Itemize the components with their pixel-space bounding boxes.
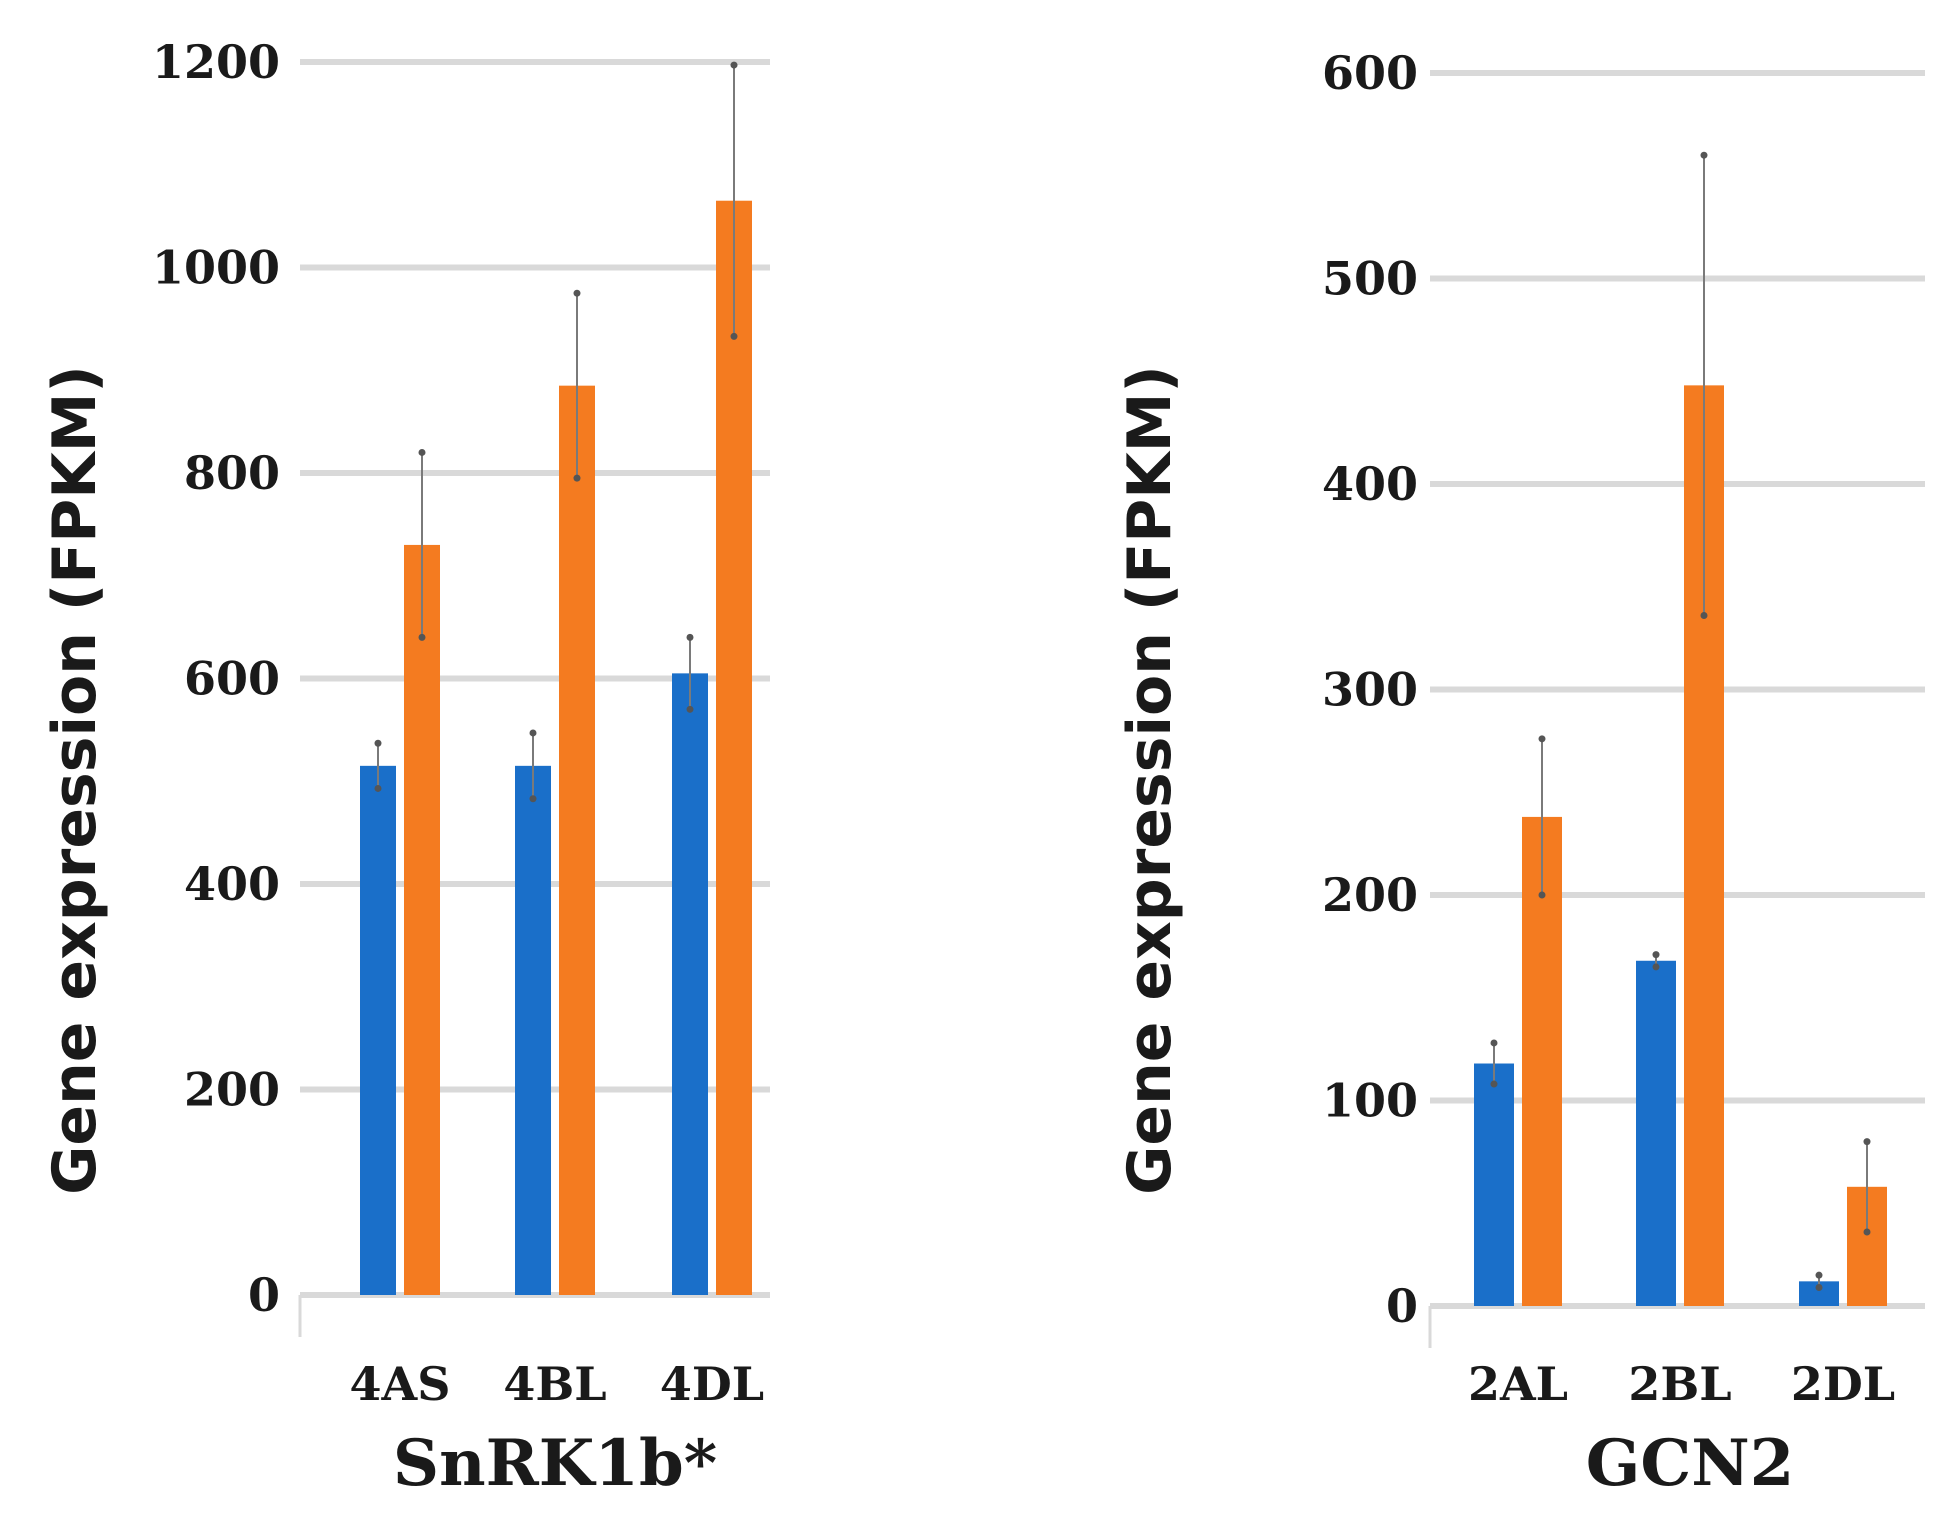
chart-snrk1b-errorbar-cap-4DL-blue-0	[686, 633, 694, 641]
chart-snrk1b-errorbar-cap-4DL-blue-1	[686, 705, 694, 713]
chart-snrk1b-errorbar-cap-4DL-orange-1	[730, 332, 738, 340]
chart-snrk1b-bar-4BL-blue	[515, 765, 551, 1295]
chart-gcn2-y-ticks: 0 100 200 300 400 500 600	[1322, 46, 1418, 1333]
chart-gcn2-y-tick-label: 300	[1322, 663, 1418, 717]
chart-snrk1b-error-bars	[374, 61, 738, 803]
chart-gcn2-category-label: 2BL	[1628, 1357, 1731, 1411]
chart-gcn2-y-tick-label: 600	[1322, 46, 1418, 100]
chart-snrk1b-errorbar-cap-4AS-blue-0	[374, 739, 382, 747]
chart-gcn2-errorbar-cap-2AL-orange-0	[1538, 735, 1546, 743]
chart-snrk1b-y-tick-label: 800	[184, 446, 280, 500]
chart-snrk1b-y-tick-label: 600	[184, 652, 280, 706]
chart-gcn2-y-axis-label: Gene expression (FPKM)	[1115, 365, 1185, 1195]
chart-snrk1b-bar-4AS-orange	[404, 544, 440, 1295]
chart-snrk1b-bar-4BL-orange	[559, 385, 595, 1296]
chart-snrk1b-y-tick-label: 1200	[152, 35, 280, 89]
chart-snrk1b-y-tick-label: 400	[184, 857, 280, 911]
chart-gcn2-category-label: 2DL	[1791, 1357, 1895, 1411]
chart-gcn2-bars	[1474, 385, 1887, 1306]
chart-gcn2-y-tick-label: 400	[1322, 457, 1418, 511]
chart-snrk1b: 0 200 400 600 800 1000 1200 4AS 4BL 4DL Gene exp…	[40, 35, 770, 1501]
chart-gcn2-errorbar-cap-2BL-orange-0	[1700, 151, 1708, 159]
chart-gcn2-errorbar-cap-2DL-orange-0	[1863, 1138, 1871, 1146]
chart-snrk1b-category-label: 4DL	[660, 1357, 764, 1411]
chart-gcn2-errorbar-cap-2DL-blue-0	[1815, 1271, 1823, 1279]
chart-snrk1b-errorbar-cap-4BL-orange-1	[573, 474, 581, 482]
chart-snrk1b-y-axis-label: Gene expression (FPKM)	[40, 365, 110, 1195]
chart-snrk1b-y-ticks: 0 200 400 600 800 1000 1200	[152, 35, 280, 1322]
chart-gcn2-x-labels: 2AL 2BL 2DL	[1468, 1357, 1895, 1411]
chart-gcn2-errorbar-cap-2AL-blue-0	[1490, 1039, 1498, 1047]
chart-snrk1b-errorbar-cap-4DL-orange-0	[730, 61, 738, 69]
chart-gcn2: 0 100 200 300 400 500 600 2AL 2BL 2DL Gene expre…	[1115, 46, 1925, 1501]
chart-snrk1b-errorbar-cap-4AS-orange-0	[418, 448, 426, 456]
chart-gcn2-bar-2AL-blue	[1474, 1063, 1514, 1306]
chart-gcn2-category-label: 2AL	[1468, 1357, 1568, 1411]
chart-gcn2-errorbar-cap-2AL-orange-1	[1538, 891, 1546, 899]
chart-snrk1b-errorbar-cap-4BL-orange-0	[573, 289, 581, 297]
chart-snrk1b-category-label: 4AS	[350, 1357, 451, 1411]
chart-snrk1b-errorbar-cap-4BL-blue-0	[529, 729, 537, 737]
chart-snrk1b-bar-4DL-orange	[716, 200, 752, 1295]
chart-snrk1b-y-tick-label: 0	[248, 1268, 280, 1322]
chart-gcn2-errorbar-cap-2AL-blue-1	[1490, 1080, 1498, 1088]
chart-gcn2-errorbar-cap-2DL-blue-1	[1815, 1284, 1823, 1292]
chart-gcn2-errorbar-cap-2DL-orange-1	[1863, 1228, 1871, 1236]
chart-snrk1b-bar-4AS-blue	[360, 765, 396, 1295]
chart-gcn2-y-tick-label: 500	[1322, 252, 1418, 306]
chart-gcn2-error-bars	[1490, 151, 1871, 1292]
chart-snrk1b-x-labels: 4AS 4BL 4DL	[350, 1357, 765, 1411]
chart-gcn2-errorbar-cap-2BL-blue-1	[1652, 963, 1660, 971]
chart-snrk1b-bar-4DL-blue	[672, 673, 708, 1295]
chart-gcn2-y-tick-label: 0	[1386, 1279, 1418, 1333]
chart-gcn2-errorbar-cap-2BL-orange-1	[1700, 612, 1708, 620]
chart-snrk1b-y-tick-label: 1000	[152, 241, 280, 295]
chart-snrk1b-title: SnRK1b*	[393, 1426, 717, 1501]
chart-gcn2-errorbar-cap-2BL-blue-0	[1652, 951, 1660, 959]
chart-gcn2-bar-2BL-blue	[1636, 960, 1676, 1306]
chart-gcn2-y-tick-label: 100	[1322, 1074, 1418, 1128]
chart-snrk1b-bars	[360, 200, 752, 1296]
chart-snrk1b-errorbar-cap-4AS-blue-1	[374, 784, 382, 792]
chart-snrk1b-y-tick-label: 200	[184, 1063, 280, 1117]
chart-snrk1b-errorbar-cap-4AS-orange-1	[418, 633, 426, 641]
chart-gcn2-gridlines	[1428, 70, 1925, 1348]
chart-snrk1b-category-label: 4BL	[503, 1357, 606, 1411]
chart-gcn2-y-tick-label: 200	[1322, 868, 1418, 922]
chart-gcn2-title: GCN2	[1586, 1426, 1795, 1501]
chart-snrk1b-errorbar-cap-4BL-blue-1	[529, 795, 537, 803]
